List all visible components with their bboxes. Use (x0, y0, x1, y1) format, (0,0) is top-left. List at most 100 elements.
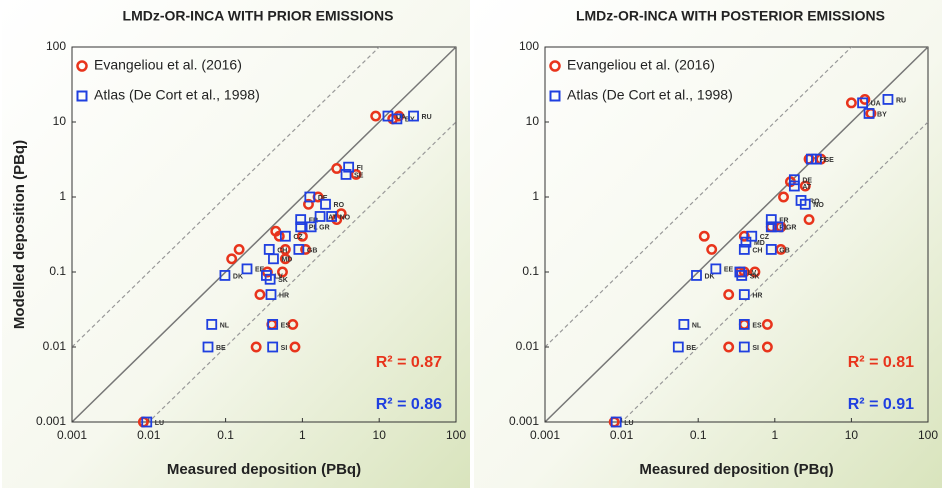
point-label: NO (813, 202, 824, 209)
data-point (370, 110, 382, 122)
y-tick-label: 0.01 (43, 339, 67, 353)
x-tick-label: 0.001 (530, 428, 560, 442)
data-point (882, 94, 894, 105)
data-point (219, 270, 231, 281)
data-point (610, 416, 622, 428)
point-label: NL (692, 322, 702, 329)
factor-ten-line (147, 121, 456, 422)
data-point (740, 236, 752, 248)
data-point (738, 341, 750, 353)
x-tick-label: 0.1 (690, 428, 707, 442)
point-label: AT (328, 214, 338, 221)
point-label: HR (752, 292, 762, 299)
chart-title: LMDz-OR-INCA WITH PRIOR EMISSIONS (123, 8, 394, 24)
r-squared: R² = 0.91 (848, 396, 914, 413)
point-label: GB (779, 247, 790, 254)
data-point (300, 243, 312, 255)
point-label: CH (752, 247, 762, 254)
data-point (736, 270, 748, 281)
data-point (326, 211, 338, 222)
legend-marker (549, 60, 561, 72)
data-point (391, 113, 403, 125)
point-label: DK (704, 273, 714, 280)
data-point (314, 211, 326, 222)
data-point (746, 230, 758, 242)
y-tick-label: 1 (59, 189, 66, 203)
data-point (141, 416, 153, 428)
data-point (761, 341, 773, 353)
data-point (845, 97, 857, 109)
data-point (765, 221, 777, 233)
point-label: EE (724, 267, 734, 274)
point-label: MD (281, 257, 292, 264)
point-label: EE (255, 267, 265, 274)
point-label: DE (318, 195, 328, 202)
data-point (268, 253, 279, 265)
data-point (343, 161, 355, 173)
data-point (799, 180, 811, 192)
data-point (393, 110, 405, 122)
point-label: GR (319, 225, 330, 232)
point-label: FR (779, 217, 788, 224)
point-label: BY (877, 111, 887, 118)
data-point (304, 191, 316, 203)
x-tick-label: 0.01 (610, 428, 634, 442)
x-tick-label: 100 (446, 428, 466, 442)
data-point (738, 289, 750, 300)
data-point (305, 221, 317, 233)
point-label: LU (624, 420, 633, 427)
point-label: RO (809, 198, 820, 205)
data-point (738, 244, 750, 255)
data-point (805, 153, 817, 165)
data-point (778, 191, 789, 203)
x-tick-label: 0.01 (137, 428, 161, 442)
point-label: CH (277, 247, 287, 254)
x-tick-label: 10 (373, 428, 387, 442)
point-label: SK (750, 273, 760, 280)
r-squared: R² = 0.86 (376, 396, 442, 413)
point-label: HR (279, 292, 289, 299)
data-point (678, 319, 690, 330)
data-point (295, 214, 307, 225)
point-label: SK (278, 277, 288, 284)
point-label: BE (686, 345, 696, 352)
legend-label: Evangeliou et al. (2016) (94, 57, 242, 73)
data-point (202, 341, 214, 353)
data-point (267, 319, 279, 330)
point-label: FI (819, 157, 825, 164)
data-point (765, 244, 777, 255)
factor-ten-line (72, 47, 381, 348)
point-label: PL (779, 225, 789, 232)
data-point (331, 163, 343, 174)
data-point (303, 198, 314, 210)
point-label: PL (309, 225, 319, 232)
point-label: LU (155, 420, 164, 427)
data-point (320, 198, 331, 210)
x-tick-label: 100 (918, 428, 938, 442)
point-label: CZ (293, 234, 303, 241)
x-tick-label: 1 (299, 428, 306, 442)
data-point (340, 169, 352, 180)
y-tick-label: 0.1 (522, 264, 539, 278)
data-point (765, 214, 777, 225)
one-to-one-line (72, 47, 456, 422)
data-point (279, 230, 291, 242)
data-point (803, 214, 815, 226)
data-point (706, 243, 718, 255)
data-point (691, 270, 702, 281)
data-point (788, 174, 800, 186)
y-tick-label: 0.001 (509, 414, 539, 428)
point-label: SE (824, 157, 834, 164)
data-point (863, 108, 875, 119)
data-point (738, 319, 750, 330)
data-point (241, 263, 253, 275)
plot-area (71, 46, 457, 423)
data-point (264, 273, 276, 285)
point-label: DE (802, 178, 812, 185)
point-label: RO (334, 202, 345, 209)
data-point (799, 198, 811, 210)
point-label: ES (752, 322, 762, 329)
y-tick-label: 100 (46, 39, 66, 53)
legend-label: Atlas (De Cort et al., 1998) (567, 87, 733, 103)
y-tick-label: 0.1 (49, 264, 66, 278)
